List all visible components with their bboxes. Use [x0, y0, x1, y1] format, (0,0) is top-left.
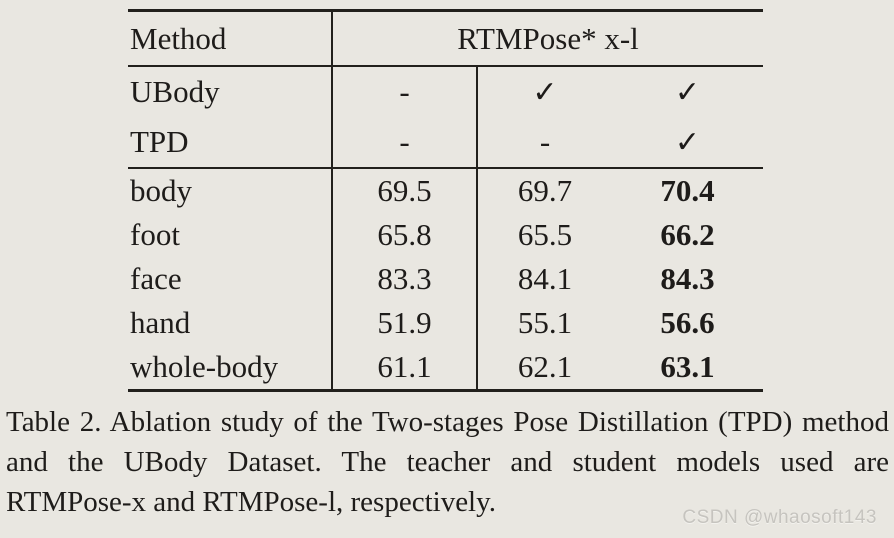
table-cell: - — [333, 67, 478, 117]
table-row-whole-body: whole-body 61.1 62.1 63.1 — [128, 345, 763, 389]
table-top-rule — [128, 9, 763, 12]
check-icon: ✓ — [532, 75, 558, 109]
table-cell: 69.7 — [517, 173, 573, 208]
table-cell: 62.1 — [517, 349, 573, 384]
row-label: whole-body — [128, 345, 333, 389]
table-bottom-rule — [128, 389, 763, 392]
table-cell: 61.1 — [333, 345, 478, 389]
header-method: Method — [128, 12, 333, 65]
ablation-table: Method RTMPose* x-l UBody - ✓ ✓ TPD - - … — [128, 9, 763, 392]
header-model: RTMPose* x-l — [457, 20, 639, 56]
table-row-foot: foot 65.8 65.5 66.2 — [128, 213, 763, 257]
table-cell-best: 56.6 — [660, 305, 715, 340]
row-label: TPD — [128, 117, 333, 167]
table-cell-best: 84.3 — [660, 261, 715, 296]
row-label: hand — [128, 301, 333, 345]
table-row-hand: hand 51.9 55.1 56.6 — [128, 301, 763, 345]
table-cell: 51.9 — [333, 301, 478, 345]
header-divider-rule — [128, 65, 763, 67]
table-cell: 65.5 — [517, 217, 573, 252]
table-cell: - — [539, 124, 551, 159]
table-caption: Table 2. Ablation study of the Two-stage… — [6, 406, 889, 518]
table-cell-best: 66.2 — [660, 217, 715, 252]
table-header-row: Method RTMPose* x-l — [128, 12, 763, 65]
table-row-face: face 83.3 84.1 84.3 — [128, 257, 763, 301]
table-cell-best: 63.1 — [660, 349, 715, 384]
table-cell: 84.1 — [517, 261, 573, 296]
table-cell: 55.1 — [517, 305, 573, 340]
check-icon: ✓ — [674, 125, 701, 159]
row-label: body — [128, 169, 333, 213]
table-cell-best: 70.4 — [660, 173, 715, 208]
watermark: CSDN @whaosoft143 — [682, 507, 877, 528]
table-cell: - — [333, 117, 478, 167]
table-cell: 65.8 — [333, 213, 478, 257]
row-label: UBody — [128, 67, 333, 117]
table-row-ubody: UBody - ✓ ✓ — [128, 67, 763, 117]
table-row-tpd: TPD - - ✓ — [128, 117, 763, 167]
table-cell: 83.3 — [333, 257, 478, 301]
row-label: foot — [128, 213, 333, 257]
config-divider-rule — [128, 167, 763, 169]
table-cell: 69.5 — [333, 169, 478, 213]
check-icon: ✓ — [674, 75, 701, 109]
row-label: face — [128, 257, 333, 301]
table-row-body: body 69.5 69.7 70.4 — [128, 169, 763, 213]
